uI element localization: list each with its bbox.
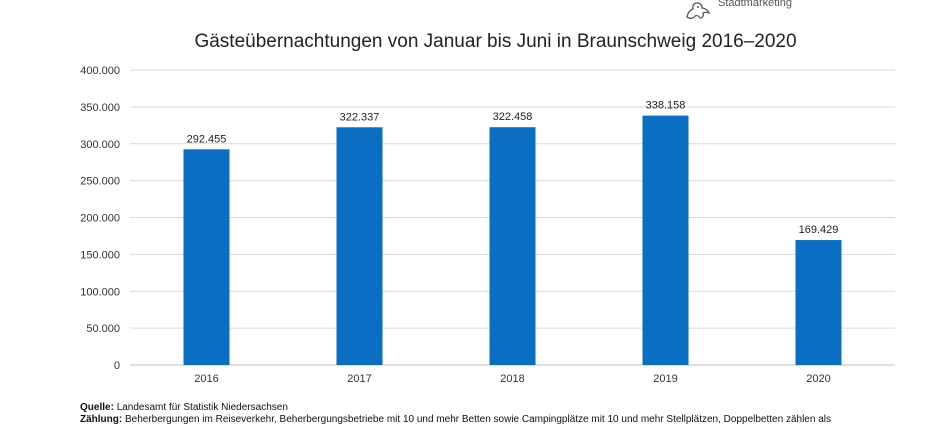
data-label-2020: 169.429 — [799, 224, 839, 236]
y-tick-label: 150.000 — [80, 249, 120, 261]
x-tick-label-2017: 2017 — [347, 373, 371, 385]
bar-2019 — [642, 115, 689, 365]
logo: Stadtmarketing — [684, 0, 824, 20]
source-text: Landesamt für Statistik Niedersachsen — [116, 402, 288, 413]
bar-2017 — [336, 127, 383, 365]
x-tick-label-2019: 2019 — [653, 373, 677, 385]
logo-text: Stadtmarketing — [718, 0, 792, 9]
y-tick-label: 250.000 — [80, 176, 120, 188]
y-tick-label: 400.000 — [80, 65, 120, 77]
y-tick-label: 0 — [114, 360, 120, 372]
count-label: Zählung: — [80, 414, 123, 425]
y-tick-label: 350.000 — [80, 102, 120, 114]
count-text: Beherbergungen im Reiseverkehr, Beherber… — [125, 414, 831, 425]
footnote: Quelle: Landesamt für Statistik Niedersa… — [80, 402, 831, 426]
bars — [183, 115, 842, 365]
count-line: Zählung: Beherbergungen im Reiseverkehr,… — [80, 414, 831, 426]
data-label-2017: 322.337 — [340, 111, 380, 123]
x-tick-label-2016: 2016 — [194, 373, 218, 385]
x-tick-label-2018: 2018 — [500, 373, 524, 385]
data-labels: 292.455 322.337 322.458 338.158 169.429 — [187, 100, 839, 236]
chart-title: Gästeübernachtungen von Januar bis Juni … — [194, 31, 797, 52]
data-label-2016: 292.455 — [187, 133, 227, 145]
data-label-2019: 338.158 — [646, 100, 686, 112]
x-axis-ticks: 2016 2017 2018 2019 2020 — [194, 373, 830, 385]
y-tick-label: 300.000 — [80, 139, 120, 151]
source-label: Quelle: — [80, 402, 114, 413]
x-tick-label-2020: 2020 — [806, 373, 830, 385]
bar-2016 — [183, 149, 230, 365]
bar-2018 — [489, 127, 536, 365]
y-tick-label: 50.000 — [86, 323, 120, 335]
source-line: Quelle: Landesamt für Statistik Niedersa… — [80, 402, 831, 414]
y-axis-ticks: 0 50.000 100.000 150.000 200.000 250.000 300.0… — [80, 65, 120, 372]
bar-2020 — [795, 240, 842, 365]
y-tick-label: 100.000 — [80, 286, 120, 298]
data-label-2018: 322.458 — [493, 111, 533, 123]
y-tick-label: 200.000 — [80, 213, 120, 225]
lion-icon — [686, 2, 711, 20]
